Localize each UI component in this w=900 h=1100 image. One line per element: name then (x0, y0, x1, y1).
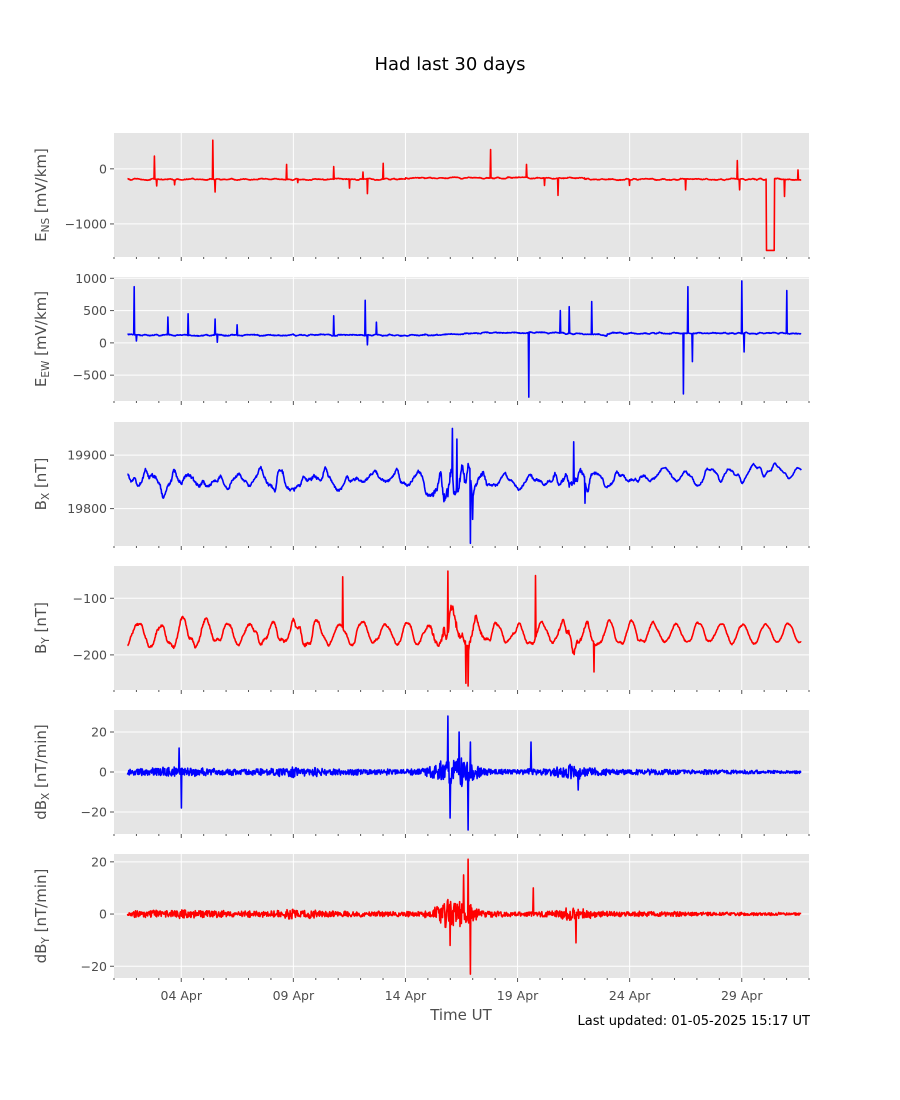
y-axis-label: dBX [nT/min] (32, 724, 52, 820)
panel-dby: 20 0 −20 04 Apr 09 Apr 14 Apr 19 Apr 24 Apr 29 A… (32, 854, 810, 1003)
y-tick-label: 0 (99, 907, 107, 922)
plot-area (114, 133, 809, 257)
series-line-dbx (126, 715, 802, 831)
plot-area (114, 422, 809, 546)
x-tick-label: 09 Apr (273, 988, 315, 1003)
y-tick-label: 19900 (67, 448, 107, 463)
y-tick-label: −200 (73, 647, 107, 662)
y-tick-label: 1000 (75, 271, 107, 286)
series-line-dby (126, 858, 802, 975)
y-tick-label: 20 (91, 725, 107, 740)
y-tick-label: 19800 (67, 501, 107, 516)
y-tick-label: −1000 (65, 216, 107, 231)
series-line-bx (127, 427, 802, 545)
x-tick-label: 29 Apr (721, 988, 763, 1003)
y-tick-label: 0 (99, 161, 107, 176)
y-tick-label: −500 (73, 368, 107, 383)
y-tick-label: 500 (83, 303, 107, 318)
series-line-eew (127, 280, 802, 398)
figure-title: Had last 30 days (374, 54, 525, 75)
y-tick-label: −20 (81, 959, 107, 974)
y-tick-label: 0 (99, 335, 107, 350)
y-axis-label: ENS [mV/km] (32, 148, 52, 242)
y-axis-label: EEW [mV/km] (32, 291, 52, 387)
y-tick-label: −20 (81, 805, 107, 820)
y-axis-label: BY [nT] (32, 602, 52, 654)
y-tick-label: 0 (99, 765, 107, 780)
x-tick-label: 14 Apr (385, 988, 427, 1003)
last-updated-text: Last updated: 01-05-2025 15:17 UT (577, 1014, 810, 1029)
plot-area (114, 566, 809, 690)
series-line-ens (127, 139, 802, 252)
panel-eew: 1000 500 0 −500 EEW [mV/km] (32, 271, 810, 405)
series-line-by (127, 570, 802, 687)
panel-dbx: 20 0 −20 dBX [nT/min] (32, 710, 810, 838)
x-tick-label: 24 Apr (609, 988, 651, 1003)
y-tick-label: −100 (73, 591, 107, 606)
panel-by: −100 −200 BY [nT] (32, 566, 810, 694)
panel-ens: 0 −1000 ENS [mV/km] (32, 133, 810, 261)
y-axis-label: dBY [nT/min] (32, 869, 52, 964)
panel-bx: 19900 19800 BX [nT] (32, 422, 810, 550)
x-tick-label: 19 Apr (497, 988, 539, 1003)
x-axis-label: Time UT (429, 1006, 492, 1024)
x-tick-label: 04 Apr (161, 988, 203, 1003)
y-axis-label: BX [nT] (32, 458, 52, 511)
y-tick-label: 20 (91, 854, 107, 869)
